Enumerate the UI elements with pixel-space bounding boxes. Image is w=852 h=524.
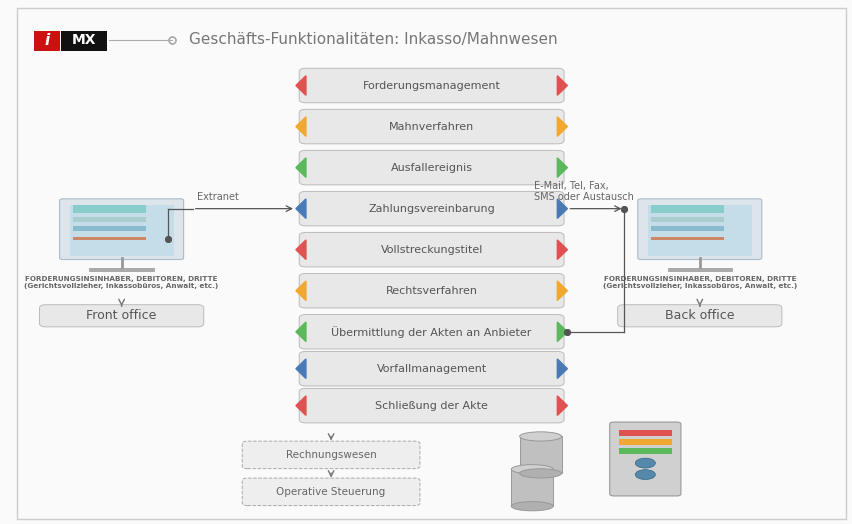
Bar <box>73 205 146 213</box>
Text: Operative Steuerung: Operative Steuerung <box>276 487 386 497</box>
Bar <box>511 470 553 506</box>
Text: Schließung der Akte: Schließung der Akte <box>375 401 488 411</box>
Ellipse shape <box>511 465 553 474</box>
FancyBboxPatch shape <box>242 478 420 506</box>
Bar <box>89 268 154 271</box>
FancyBboxPatch shape <box>299 314 564 349</box>
Bar <box>651 217 724 222</box>
Bar <box>651 226 724 231</box>
Text: Rechtsverfahren: Rechtsverfahren <box>386 286 478 296</box>
Text: Back office: Back office <box>665 309 734 322</box>
FancyBboxPatch shape <box>299 274 564 308</box>
Circle shape <box>636 458 655 468</box>
Polygon shape <box>296 281 306 300</box>
Bar <box>73 217 146 222</box>
Polygon shape <box>557 199 567 219</box>
FancyBboxPatch shape <box>70 204 174 256</box>
FancyBboxPatch shape <box>299 233 564 267</box>
Text: Zahlungsvereinbarung: Zahlungsvereinbarung <box>368 204 495 214</box>
Bar <box>520 436 561 473</box>
Text: Extranet: Extranet <box>197 192 239 202</box>
Bar <box>619 439 671 445</box>
Ellipse shape <box>520 432 561 441</box>
FancyBboxPatch shape <box>299 150 564 185</box>
FancyBboxPatch shape <box>638 199 762 259</box>
Polygon shape <box>557 158 567 177</box>
Bar <box>619 430 671 436</box>
FancyBboxPatch shape <box>299 388 564 423</box>
Polygon shape <box>296 322 306 342</box>
FancyBboxPatch shape <box>610 422 681 496</box>
Polygon shape <box>557 240 567 259</box>
Bar <box>33 31 60 51</box>
FancyBboxPatch shape <box>299 68 564 103</box>
Polygon shape <box>296 199 306 219</box>
Polygon shape <box>557 281 567 300</box>
FancyBboxPatch shape <box>648 204 751 256</box>
Text: Forderungsmanagement: Forderungsmanagement <box>363 81 501 91</box>
Text: FORDERUNGSINSINHABER, DEBITOREN, DRITTE
(Gerichtsvollzieher, Inkassobüros, Anwal: FORDERUNGSINSINHABER, DEBITOREN, DRITTE … <box>602 276 797 289</box>
Ellipse shape <box>520 469 561 478</box>
Text: Ausfallereignis: Ausfallereignis <box>391 162 473 172</box>
Text: Geschäfts-Funktionalitäten: Inkasso/Mahnwesen: Geschäfts-Funktionalitäten: Inkasso/Mahn… <box>188 32 557 47</box>
Text: MX: MX <box>72 34 96 47</box>
Bar <box>619 449 671 454</box>
Text: i: i <box>44 33 49 48</box>
Polygon shape <box>296 76 306 95</box>
FancyBboxPatch shape <box>618 304 782 327</box>
Text: E-Mail, Tel, Fax,
SMS oder Austausch: E-Mail, Tel, Fax, SMS oder Austausch <box>534 181 634 202</box>
Bar <box>651 205 724 213</box>
FancyBboxPatch shape <box>299 352 564 386</box>
Circle shape <box>636 470 655 479</box>
FancyBboxPatch shape <box>242 441 420 468</box>
Polygon shape <box>557 322 567 342</box>
Text: FORDERUNGSINSINHABER, DEBITOREN, DRITTE
(Gerichtsvollzieher, Inkassobüros, Anwal: FORDERUNGSINSINHABER, DEBITOREN, DRITTE … <box>25 276 219 289</box>
Polygon shape <box>296 359 306 378</box>
Bar <box>651 236 724 240</box>
Text: Vollstreckungstitel: Vollstreckungstitel <box>381 245 483 255</box>
Text: Vorfallmanagement: Vorfallmanagement <box>377 364 486 374</box>
FancyBboxPatch shape <box>299 110 564 144</box>
Polygon shape <box>557 117 567 136</box>
Text: Übermittlung der Akten an Anbieter: Übermittlung der Akten an Anbieter <box>331 326 532 338</box>
Polygon shape <box>557 76 567 95</box>
FancyBboxPatch shape <box>299 191 564 226</box>
Bar <box>667 268 732 271</box>
Polygon shape <box>296 240 306 259</box>
Polygon shape <box>296 396 306 416</box>
Text: Rechnungswesen: Rechnungswesen <box>285 450 377 460</box>
Bar <box>61 31 107 51</box>
Bar <box>73 226 146 231</box>
Polygon shape <box>557 359 567 378</box>
FancyBboxPatch shape <box>39 304 204 327</box>
Bar <box>73 236 146 240</box>
Text: Front office: Front office <box>86 309 157 322</box>
FancyBboxPatch shape <box>60 199 184 259</box>
Polygon shape <box>296 117 306 136</box>
Polygon shape <box>296 158 306 177</box>
Text: Mahnverfahren: Mahnverfahren <box>389 122 475 132</box>
Polygon shape <box>557 396 567 416</box>
Ellipse shape <box>511 501 553 511</box>
